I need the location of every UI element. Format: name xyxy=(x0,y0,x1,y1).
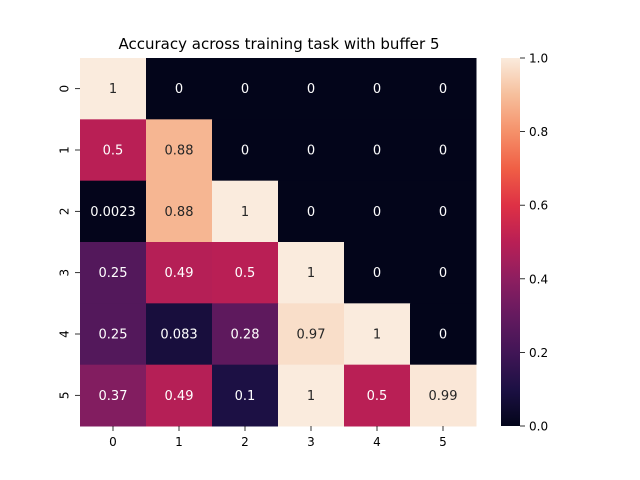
chart-title: Accuracy across training task with buffe… xyxy=(119,35,440,53)
y-tick-label: 4 xyxy=(58,330,72,338)
cell-value-label: 0 xyxy=(307,82,315,97)
heatmap-cell xyxy=(278,242,345,304)
colorbar-tick-label: 0.6 xyxy=(529,199,548,213)
heatmap-cell xyxy=(212,242,279,304)
cell-value-label: 0.25 xyxy=(99,266,128,281)
colorbar-gradient xyxy=(501,58,520,426)
cell-value-label: 0.5 xyxy=(103,144,124,159)
x-tick-label: 5 xyxy=(439,435,447,449)
heatmap-cell xyxy=(212,364,279,427)
y-tick-label: 2 xyxy=(58,208,72,216)
cell-value-label: 1 xyxy=(109,82,117,97)
colorbar-tick-label: 0.2 xyxy=(529,346,548,360)
x-axis: 0 1 2 3 4 5 xyxy=(109,426,447,449)
cell-value-label: 0.49 xyxy=(165,389,194,404)
cell-value-label: 0 xyxy=(175,82,183,97)
y-tick-label: 0 xyxy=(58,85,72,93)
heatmap-cell xyxy=(344,242,411,304)
heatmap-cell xyxy=(278,119,345,182)
colorbar-tick-label: 0.8 xyxy=(529,125,548,139)
heatmap-cell xyxy=(278,303,345,366)
heatmap-cell xyxy=(410,180,477,243)
cell-value-label: 0.1 xyxy=(235,389,256,404)
cell-value-label: 0 xyxy=(373,82,381,97)
cell-value-label: 0.5 xyxy=(367,389,388,404)
cell-value-label: 0.28 xyxy=(231,328,260,343)
cell-value-label: 0.88 xyxy=(165,144,194,159)
heatmap-cell xyxy=(146,303,213,366)
heatmap-cell xyxy=(212,119,279,182)
heatmap-cell xyxy=(410,58,477,120)
cell-value-label: 0.99 xyxy=(429,389,458,404)
colorbar: 0.0 0.2 0.4 0.6 0.8 1.0 xyxy=(501,52,548,434)
x-tick-label: 1 xyxy=(175,435,183,449)
cell-value-label: 0 xyxy=(373,205,381,220)
heatmap-cell xyxy=(344,303,411,366)
cell-value-label: 0 xyxy=(439,205,447,220)
heatmap-cell xyxy=(212,58,279,120)
heatmap-cell xyxy=(80,180,147,243)
heatmap-cell xyxy=(146,119,213,182)
heatmap-cell xyxy=(344,364,411,427)
heatmap-cell xyxy=(278,364,345,427)
x-tick-label: 4 xyxy=(373,435,381,449)
heatmap-cell xyxy=(344,58,411,120)
heatmap-cell xyxy=(410,303,477,366)
heatmap-cell xyxy=(212,180,279,243)
cell-value-label: 1 xyxy=(307,389,315,404)
cell-value-label: 0.97 xyxy=(297,328,326,343)
heatmap-cell xyxy=(80,58,147,120)
cell-value-label: 0 xyxy=(373,144,381,159)
x-tick-label: 2 xyxy=(241,435,249,449)
colorbar-tick-label: 0.4 xyxy=(529,272,548,286)
heatmap-cell xyxy=(80,303,147,366)
cell-value-label: 0.083 xyxy=(160,328,197,343)
heatmap-cell xyxy=(278,180,345,243)
cell-value-label: 0 xyxy=(373,266,381,281)
heatmap-cell xyxy=(146,242,213,304)
heatmap-cells: 1 0 0 0 0 0 0.5 0.88 0 0 0 0 0.0023 0.88 1 0 0 0 0.25 0.49 0… xyxy=(80,58,477,427)
y-tick-label: 1 xyxy=(58,146,72,154)
y-tick-label: 3 xyxy=(58,269,72,277)
heatmap-cell xyxy=(278,58,345,120)
heatmap-cell xyxy=(80,119,147,182)
heatmap-cell xyxy=(80,364,147,427)
heatmap-cell xyxy=(212,303,279,366)
cell-value-label: 0.0023 xyxy=(90,205,136,220)
heatmap-cell xyxy=(410,242,477,304)
cell-value-label: 1 xyxy=(373,328,381,343)
cell-value-label: 0 xyxy=(307,205,315,220)
heatmap-cell xyxy=(410,119,477,182)
cell-value-label: 0 xyxy=(439,266,447,281)
cell-value-label: 0 xyxy=(439,82,447,97)
y-axis: 0 1 2 3 4 5 xyxy=(58,85,80,400)
x-tick-label: 3 xyxy=(307,435,315,449)
heatmap-cell xyxy=(344,119,411,182)
heatmap-cell xyxy=(146,180,213,243)
heatmap-cell xyxy=(80,242,147,304)
cell-value-label: 0 xyxy=(439,144,447,159)
cell-value-label: 0.5 xyxy=(235,266,256,281)
heatmap-cell xyxy=(146,58,213,120)
cell-value-label: 1 xyxy=(307,266,315,281)
cell-value-label: 0 xyxy=(241,144,249,159)
heatmap-cell xyxy=(410,364,477,427)
colorbar-tick-label: 1.0 xyxy=(529,52,548,66)
cell-value-label: 0 xyxy=(241,82,249,97)
y-tick-label: 5 xyxy=(58,392,72,400)
cell-value-label: 0.49 xyxy=(165,266,194,281)
cell-value-label: 0.37 xyxy=(99,389,128,404)
heatmap-cell xyxy=(146,364,213,427)
heatmap-cell xyxy=(344,180,411,243)
cell-value-label: 1 xyxy=(241,205,249,220)
cell-value-label: 0.25 xyxy=(99,328,128,343)
colorbar-tick-label: 0.0 xyxy=(529,420,548,434)
cell-value-label: 0 xyxy=(439,328,447,343)
x-tick-label: 0 xyxy=(109,435,117,449)
cell-value-label: 0 xyxy=(307,144,315,159)
cell-value-label: 0.88 xyxy=(165,205,194,220)
